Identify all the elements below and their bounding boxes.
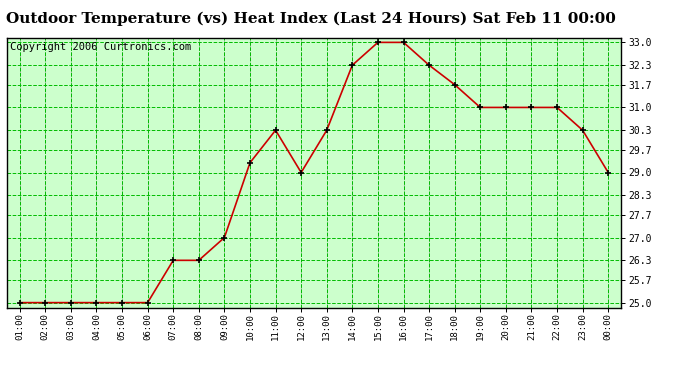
Text: Outdoor Temperature (vs) Heat Index (Last 24 Hours) Sat Feb 11 00:00: Outdoor Temperature (vs) Heat Index (Las… [6, 11, 615, 26]
Text: Copyright 2006 Curtronics.com: Copyright 2006 Curtronics.com [10, 42, 191, 51]
